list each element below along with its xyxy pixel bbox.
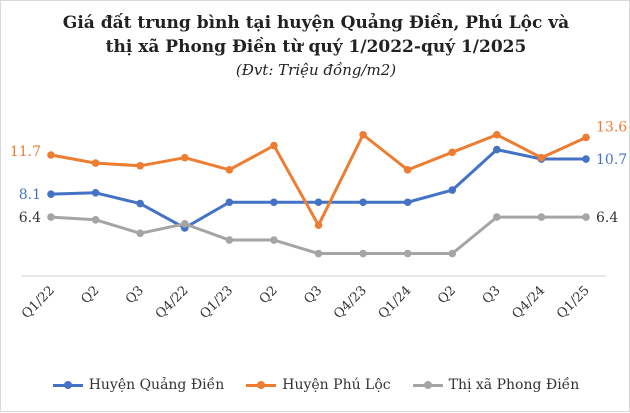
data-point [270,198,278,207]
data-label: 8.1 [19,187,41,203]
data-point [403,166,412,174]
x-tick-label: Q1/22 [19,283,58,322]
data-point [314,221,323,229]
data-point [136,199,144,208]
data-point [91,189,100,197]
legend-item: Thị xã Phong Điền [412,377,580,393]
x-tick-label: Q3 [123,283,147,307]
data-label: 10.7 [596,152,627,168]
data-point [225,198,234,207]
data-point [136,229,144,238]
data-point [493,145,501,154]
chart-legend: Huyện Quảng Điền Huyện Phú Lộc Thị xã Phon… [1,377,630,393]
x-tick-label: Q3 [480,283,504,307]
legend-label: Huyện Phú Lộc [282,377,391,393]
x-tick-label: Q4/24 [509,283,548,322]
data-point [493,130,501,139]
legend-label: Thị xã Phong Điền [448,377,580,393]
data-point [582,155,590,163]
data-point [180,153,189,162]
data-point [225,236,234,244]
x-tick-label: Q2 [435,283,459,307]
data-label: 11.7 [10,144,41,160]
data-point [225,166,234,174]
data-point [359,198,367,207]
x-tick-label: Q2 [78,283,102,307]
x-tick-label: Q2 [257,283,281,307]
data-point [403,198,412,207]
chart-title: Giá đất trung bình tại huyện Quảng Điền,… [62,13,570,33]
data-point [180,220,189,228]
legend-label: Huyện Quảng Điền [88,377,225,393]
data-point [537,153,546,162]
x-tick-label: Q1/24 [376,283,415,322]
data-point [359,249,367,258]
data-point [582,133,590,142]
data-label: 13.6 [596,119,627,135]
data-label: 6.4 [19,210,41,226]
data-point [91,216,100,224]
data-point [448,148,457,157]
data-point [136,162,144,170]
x-tick-label: Q1/23 [197,283,236,322]
data-point [47,213,55,221]
x-tick-label: Q4/23 [331,283,370,322]
series-line [49,133,588,227]
x-tick-label: Q4/22 [153,283,192,322]
data-point [270,141,278,150]
chart-subtitle: (Đvt: Triệu đồng/m2) [235,61,397,79]
data-label: 6.4 [596,210,618,226]
data-point [359,130,367,139]
legend-item: Huyện Phú Lộc [246,377,391,393]
legend-marker [412,379,443,391]
chart-title-line2: thị xã Phong Điền từ quý 1/2022-quý 1/20… [105,37,527,57]
data-point [493,213,501,221]
legend-item: Huyện Quảng Điền [52,377,225,393]
data-point [448,249,457,258]
data-point [47,190,55,198]
legend-marker [52,379,83,391]
data-point [314,249,323,258]
data-point [91,159,100,167]
data-point [403,249,412,258]
data-point [448,186,457,194]
legend-marker [246,379,277,391]
x-tick-label: Q3 [301,283,325,307]
x-tick-label: Q1/25 [554,283,593,322]
data-point [582,213,590,221]
data-point [47,151,55,159]
data-point [537,213,546,221]
data-point [314,198,323,207]
data-point [270,236,278,244]
